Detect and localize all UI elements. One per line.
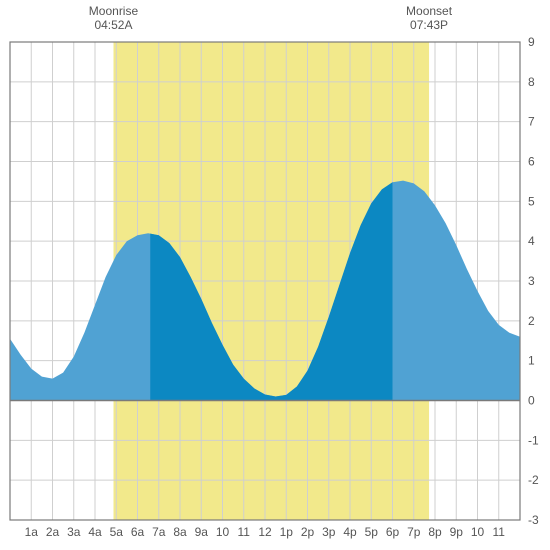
svg-text:8: 8 [528, 75, 535, 89]
svg-text:6p: 6p [386, 525, 400, 539]
svg-text:10: 10 [216, 525, 230, 539]
svg-text:4p: 4p [343, 525, 357, 539]
tide-chart: 1a2a3a4a5a6a7a8a9a1011121p2p3p4p5p6p7p8p… [0, 0, 550, 550]
svg-text:11: 11 [238, 525, 251, 539]
svg-text:2a: 2a [46, 525, 60, 539]
chart-svg: 1a2a3a4a5a6a7a8a9a1011121p2p3p4p5p6p7p8p… [0, 0, 550, 550]
svg-text:3a: 3a [67, 525, 81, 539]
svg-text:-2: -2 [528, 473, 539, 487]
svg-text:5: 5 [528, 194, 535, 208]
svg-text:1: 1 [528, 354, 535, 368]
svg-text:-3: -3 [528, 513, 539, 527]
svg-text:11: 11 [493, 525, 506, 539]
svg-text:6: 6 [528, 155, 535, 169]
svg-text:6a: 6a [131, 525, 145, 539]
svg-text:3: 3 [528, 274, 535, 288]
svg-text:12: 12 [258, 525, 272, 539]
svg-text:-1: -1 [528, 433, 539, 447]
svg-text:2: 2 [528, 314, 535, 328]
svg-text:9: 9 [528, 35, 535, 49]
svg-text:4: 4 [528, 234, 535, 248]
svg-text:7: 7 [528, 115, 535, 129]
svg-text:2p: 2p [301, 525, 315, 539]
svg-text:8p: 8p [428, 525, 442, 539]
svg-text:1a: 1a [25, 525, 39, 539]
svg-text:4a: 4a [88, 525, 102, 539]
svg-text:3p: 3p [322, 525, 336, 539]
svg-text:9p: 9p [450, 525, 464, 539]
svg-text:1p: 1p [280, 525, 294, 539]
svg-text:7a: 7a [152, 525, 166, 539]
svg-text:0: 0 [528, 394, 535, 408]
svg-text:5a: 5a [110, 525, 124, 539]
svg-text:8a: 8a [173, 525, 187, 539]
svg-text:7p: 7p [407, 525, 421, 539]
svg-text:10: 10 [471, 525, 485, 539]
svg-text:5p: 5p [365, 525, 379, 539]
svg-text:9a: 9a [195, 525, 209, 539]
